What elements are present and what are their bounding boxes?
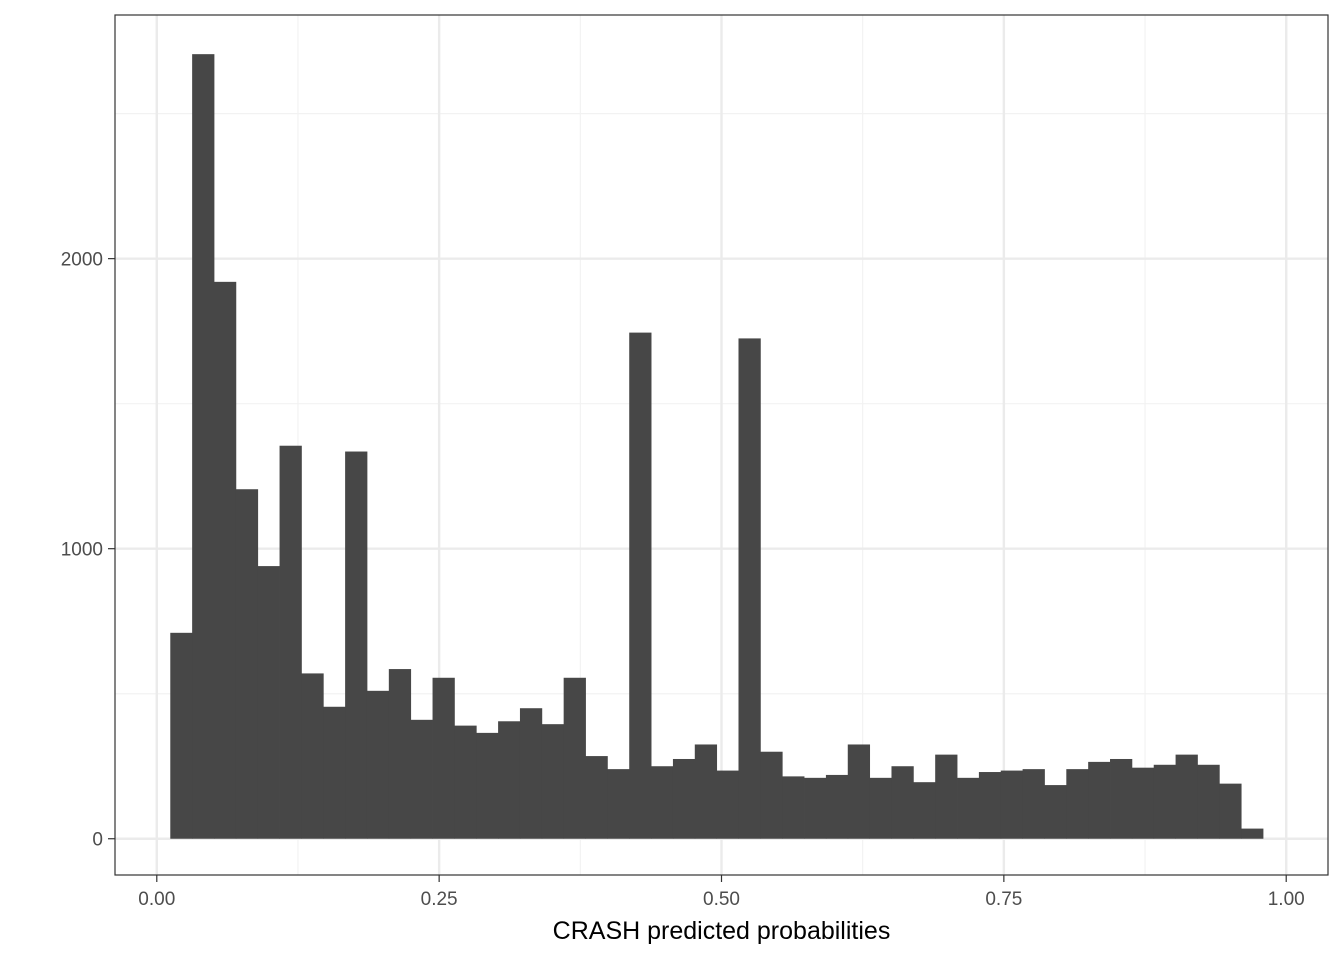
histogram-bar bbox=[345, 451, 368, 839]
histogram-bar bbox=[978, 772, 1002, 839]
histogram-bar bbox=[410, 719, 433, 839]
x-tick-label: 0.00 bbox=[138, 889, 175, 910]
histogram-bar bbox=[672, 758, 696, 839]
histogram-bar bbox=[1175, 754, 1198, 839]
histogram-bar bbox=[170, 632, 193, 839]
histogram-bar bbox=[498, 721, 521, 839]
histogram-bars bbox=[170, 54, 1264, 839]
histogram-bar bbox=[323, 706, 346, 839]
histogram-bar bbox=[1153, 764, 1176, 839]
histogram-bar bbox=[541, 724, 565, 839]
histogram-bar bbox=[607, 769, 630, 839]
histogram-bar bbox=[279, 445, 302, 839]
histogram-bar bbox=[804, 777, 827, 839]
histogram-bar bbox=[716, 770, 739, 839]
histogram-bar bbox=[913, 782, 936, 839]
histogram-bar bbox=[1044, 785, 1067, 839]
histogram-bar bbox=[1197, 764, 1220, 839]
histogram-bar bbox=[585, 756, 608, 839]
histogram-bar bbox=[563, 677, 586, 839]
histogram-bar bbox=[519, 708, 543, 839]
x-tick-label: 1.00 bbox=[1268, 889, 1305, 910]
histogram-bar bbox=[869, 777, 892, 839]
histogram-bar bbox=[1131, 767, 1155, 839]
histogram-bar bbox=[1110, 758, 1133, 839]
histogram-bar bbox=[891, 766, 914, 839]
y-tick-label: 2000 bbox=[61, 250, 103, 271]
x-tick-label: 0.75 bbox=[985, 889, 1022, 910]
histogram-bar bbox=[1066, 769, 1089, 839]
histogram-bar bbox=[782, 776, 805, 839]
histogram-bar bbox=[694, 744, 718, 839]
x-tick-label: 0.25 bbox=[421, 889, 458, 910]
histogram-bar bbox=[454, 725, 477, 839]
x-tick-label: 0.50 bbox=[703, 889, 740, 910]
y-axis: 0 1000 2000 bbox=[61, 250, 115, 851]
histogram-bar bbox=[213, 281, 237, 839]
histogram-bar bbox=[301, 673, 324, 839]
histogram-bar bbox=[192, 54, 215, 839]
histogram-bar bbox=[825, 774, 849, 839]
y-tick-label: 1000 bbox=[61, 540, 103, 561]
histogram-bar bbox=[388, 669, 412, 839]
histogram-bar bbox=[1219, 783, 1242, 839]
histogram-bar bbox=[651, 766, 674, 839]
histogram-bar bbox=[257, 566, 280, 839]
histogram-bar bbox=[1022, 769, 1045, 839]
x-axis: 0.00 0.25 0.50 0.75 1.00 bbox=[138, 875, 1305, 910]
histogram-bar bbox=[935, 754, 958, 839]
histogram-bar bbox=[476, 732, 499, 839]
histogram-bar bbox=[235, 489, 259, 839]
histogram-bar bbox=[847, 744, 871, 839]
histogram-bar bbox=[629, 332, 652, 839]
histogram-bar bbox=[738, 338, 761, 839]
histogram-bar bbox=[366, 690, 390, 839]
histogram-bar bbox=[1241, 828, 1264, 839]
histogram-bar bbox=[760, 751, 783, 839]
x-axis-title: CRASH predicted probabilities bbox=[553, 917, 891, 945]
histogram-bar bbox=[1000, 770, 1024, 839]
histogram-bar bbox=[432, 677, 455, 839]
histogram-bar bbox=[1088, 761, 1111, 839]
y-tick-label: 0 bbox=[92, 830, 103, 851]
histogram-bar bbox=[957, 777, 980, 839]
